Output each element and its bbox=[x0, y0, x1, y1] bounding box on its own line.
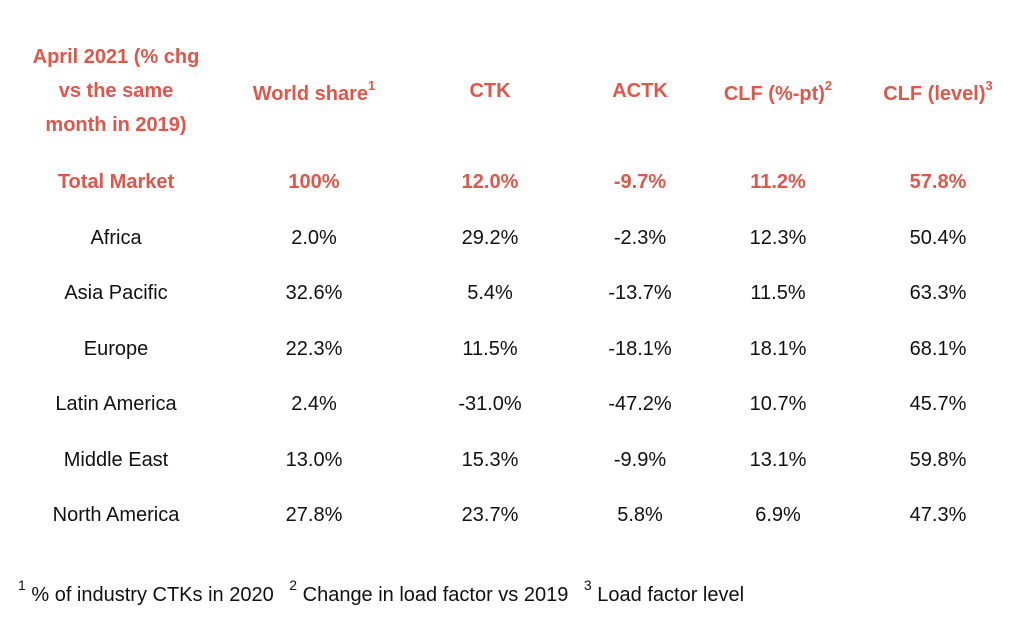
row-label: Total Market bbox=[57, 171, 175, 193]
cell-world-share: 32.6% bbox=[285, 282, 343, 304]
cell-actk: -13.7% bbox=[608, 282, 672, 304]
cell-clf-level: 59.8% bbox=[909, 449, 967, 471]
cell-actk: 5.8% bbox=[617, 504, 663, 526]
header-clf-pt: CLF (%-pt)2 bbox=[723, 78, 833, 105]
header-period: April 2021 (% chg vs the same month in 2… bbox=[32, 46, 200, 136]
cell-clf-level: 47.3% bbox=[909, 504, 967, 526]
cell-clf-level: 68.1% bbox=[909, 338, 967, 360]
cell-world-share: 2.0% bbox=[291, 227, 337, 249]
cell-actk: -47.2% bbox=[608, 393, 672, 415]
cell-clf-pt: 11.2% bbox=[750, 171, 806, 193]
cell-world-share: 2.4% bbox=[291, 393, 337, 415]
cell-clf-pt: 12.3% bbox=[749, 227, 807, 249]
row-label: Asia Pacific bbox=[64, 282, 168, 304]
footnote-2: 2 Change in load factor vs 2019 bbox=[289, 577, 569, 606]
cell-ctk: 23.7% bbox=[461, 504, 519, 526]
table-row-north-america: North America 27.8% 23.7% 5.8% 6.9% 47.3… bbox=[0, 495, 1024, 535]
table-footnotes: 1 % of industry CTKs in 2020 2 Change in… bbox=[18, 578, 744, 612]
cell-actk: -18.1% bbox=[608, 338, 672, 360]
row-label: Latin America bbox=[55, 393, 177, 415]
footnote-1: 1 % of industry CTKs in 2020 bbox=[18, 577, 274, 606]
cell-actk: -9.7% bbox=[613, 171, 667, 193]
cell-clf-pt: 13.1% bbox=[749, 449, 807, 471]
row-label: Middle East bbox=[63, 449, 169, 471]
header-actk: ACTK bbox=[612, 80, 668, 102]
header-world-share: World share1 bbox=[252, 78, 376, 105]
table-row-middle-east: Middle East 13.0% 15.3% -9.9% 13.1% 59.8… bbox=[0, 440, 1024, 480]
cell-clf-level: 57.8% bbox=[909, 171, 967, 193]
table-row-asia-pacific: Asia Pacific 32.6% 5.4% -13.7% 11.5% 63.… bbox=[0, 273, 1024, 313]
table-row-africa: Africa 2.0% 29.2% -2.3% 12.3% 50.4% bbox=[0, 218, 1024, 258]
cell-clf-pt: 6.9% bbox=[755, 504, 801, 526]
row-label: Africa bbox=[90, 227, 142, 249]
cell-clf-level: 50.4% bbox=[909, 227, 967, 249]
table-row-latin-america: Latin America 2.4% -31.0% -47.2% 10.7% 4… bbox=[0, 384, 1024, 424]
cell-ctk: 5.4% bbox=[467, 282, 513, 304]
cell-clf-pt: 10.7% bbox=[749, 393, 807, 415]
row-label: North America bbox=[52, 504, 180, 526]
cell-actk: -2.3% bbox=[613, 227, 667, 249]
footnote-3: 3 Load factor level bbox=[583, 577, 745, 606]
cell-world-share: 100% bbox=[288, 171, 340, 193]
cell-ctk: 12.0% bbox=[461, 171, 519, 193]
cell-clf-pt: 11.5% bbox=[750, 282, 806, 304]
cell-clf-level: 63.3% bbox=[909, 282, 967, 304]
cell-ctk: -31.0% bbox=[458, 393, 522, 415]
row-label: Europe bbox=[83, 338, 149, 360]
table-header-row: April 2021 (% chg vs the same month in 2… bbox=[0, 40, 1024, 150]
cell-clf-pt: 18.1% bbox=[749, 338, 807, 360]
cell-ctk: 29.2% bbox=[461, 227, 519, 249]
cell-ctk: 15.3% bbox=[461, 449, 519, 471]
cell-ctk: 11.5% bbox=[462, 338, 518, 360]
cell-actk: -9.9% bbox=[613, 449, 667, 471]
cell-clf-level: 45.7% bbox=[909, 393, 967, 415]
table-row-total-market: Total Market 100% 12.0% -9.7% 11.2% 57.8… bbox=[0, 162, 1024, 202]
cell-world-share: 13.0% bbox=[285, 449, 343, 471]
cell-world-share: 27.8% bbox=[285, 504, 343, 526]
table-row-europe: Europe 22.3% 11.5% -18.1% 18.1% 68.1% bbox=[0, 329, 1024, 369]
header-clf-level: CLF (level)3 bbox=[883, 78, 993, 105]
header-ctk: CTK bbox=[469, 80, 511, 102]
cell-world-share: 22.3% bbox=[285, 338, 343, 360]
